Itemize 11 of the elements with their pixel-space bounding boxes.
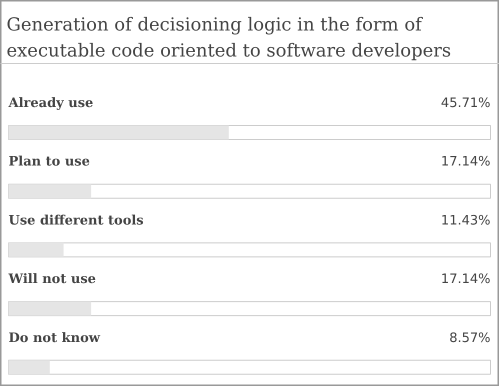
data-label: 17.14% — [440, 272, 491, 288]
y-tick-label: Already use — [8, 96, 94, 111]
chart-title: Generation of decisioning logic in the form of executable code oriented to software developers — [6, 14, 452, 62]
data-label: 11.43% — [440, 213, 491, 228]
y-tick-label: Plan to use — [8, 154, 90, 170]
y-tick-label: Will not use — [8, 272, 96, 288]
y-tick-label: Use different tools — [8, 213, 144, 228]
data-label: 8.57% — [449, 330, 491, 346]
y-tick-label: Do not know — [8, 330, 101, 346]
data-label: 45.71% — [440, 96, 491, 111]
data-label: 17.14% — [440, 154, 491, 170]
